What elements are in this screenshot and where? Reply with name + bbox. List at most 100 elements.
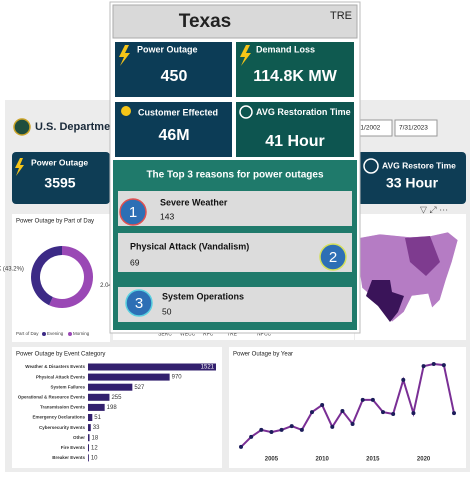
point — [289, 424, 294, 429]
y-tick-label: Breaker Events — [52, 455, 85, 460]
legend-label: Evening — [47, 331, 64, 336]
point — [370, 397, 375, 402]
y-tick-label: Operational & Resource Events — [18, 394, 86, 399]
kpi-label: Power Outage — [31, 157, 88, 167]
point — [259, 427, 264, 432]
date-box[interactable] — [394, 119, 438, 137]
map-legend: NPCC — [257, 331, 272, 337]
chart-panel — [12, 214, 110, 342]
bar — [88, 424, 91, 432]
point — [340, 408, 345, 413]
donut-slice — [31, 246, 62, 306]
x-tick-label: 2015 — [366, 457, 380, 463]
bar — [88, 454, 89, 462]
chart-title: Power Outage by Year — [233, 352, 293, 358]
data-label: 255 — [111, 395, 122, 401]
rank: 3 — [135, 295, 143, 312]
popup-region: TRE — [330, 10, 352, 22]
y-tick-label: Cybersecurity Events — [39, 425, 86, 430]
point — [441, 363, 446, 368]
map-region — [366, 280, 404, 322]
bar — [88, 444, 90, 452]
data-label: 33 — [93, 425, 100, 431]
rank-badge — [125, 289, 153, 317]
kpi-card — [12, 152, 110, 204]
kpi-value: 41 Hour — [265, 133, 325, 150]
data-label: 12 — [91, 445, 98, 451]
kpi-card — [236, 42, 354, 97]
icon — [15, 158, 24, 176]
kpi-value: 46M — [158, 127, 189, 144]
kpi-value: 114.8K MW — [253, 68, 337, 85]
rank: 2 — [329, 249, 337, 266]
chart-title: Power Outage by Event Category — [16, 352, 105, 358]
y-tick-label: Fire Events — [61, 445, 86, 450]
bar — [88, 363, 216, 371]
end-date: 7/31/2023 — [399, 125, 428, 132]
y-tick-label: System Failures — [50, 384, 85, 389]
bar — [88, 434, 90, 442]
bar — [88, 383, 133, 391]
data-label: 527 — [134, 385, 145, 391]
y-tick-label: Transmission Events — [40, 405, 86, 410]
kpi-label: Power Outage — [137, 44, 198, 54]
chart-title: Power Outage by Part of Day — [16, 219, 94, 225]
map-legend: WECC — [180, 331, 196, 337]
icon — [121, 106, 131, 116]
donut-slice — [49, 245, 94, 308]
y-tick-label: Other — [73, 435, 85, 440]
kpi-value: 450 — [161, 68, 188, 85]
point — [279, 427, 284, 432]
bar — [88, 373, 170, 381]
bar — [88, 403, 105, 411]
icon — [119, 45, 130, 66]
bar — [88, 414, 93, 421]
data-label: 51 — [94, 415, 101, 421]
map-region — [405, 236, 440, 276]
reason-row — [118, 233, 352, 272]
kpi-card — [236, 102, 354, 157]
point — [330, 424, 335, 429]
data-label: 10 — [91, 455, 98, 461]
x-tick-label: 2020 — [417, 457, 431, 463]
point — [350, 421, 355, 426]
point — [431, 362, 436, 366]
reason-name: Physical Attack (Vandalism) — [130, 241, 249, 251]
filter-icon[interactable]: ▽ ⤢ ⋯ — [420, 204, 448, 214]
map-legend: SERC — [158, 331, 172, 337]
point — [411, 411, 416, 416]
point — [391, 411, 396, 416]
icon — [363, 158, 379, 174]
reason-name: System Operations — [162, 291, 244, 301]
popup: Texas TRE Power Outage 450 Demand Loss 1… — [109, 1, 361, 334]
point — [249, 434, 254, 439]
reason-count: 50 — [162, 306, 172, 316]
point — [452, 411, 456, 416]
x-tick-label: 2010 — [315, 457, 329, 463]
kpi-label: AVG Restoration Time — [256, 107, 351, 117]
bar — [88, 393, 110, 401]
kpi-label: Demand Loss — [256, 44, 315, 54]
reason-count: 143 — [160, 211, 174, 221]
kpi-label: Customer Effected — [138, 107, 218, 117]
y-tick-label: Weather & Disasters Events — [25, 364, 85, 369]
rank-badge — [319, 243, 347, 271]
point — [381, 410, 385, 415]
point — [360, 397, 365, 402]
rank: 1 — [129, 204, 137, 221]
legend-dot — [68, 332, 72, 336]
data-label: 198 — [107, 405, 118, 411]
rank-badge — [119, 198, 147, 226]
popup-title: Texas — [179, 11, 231, 32]
reason-row — [118, 191, 352, 226]
reason-row — [118, 287, 352, 322]
chart-panel — [229, 347, 466, 468]
map-legend: TRE — [227, 331, 238, 337]
kpi-value: 3595 — [44, 175, 75, 191]
data-label: 1.55K (43.2%) — [0, 266, 24, 272]
point — [299, 427, 304, 432]
kpi-card — [357, 152, 466, 204]
